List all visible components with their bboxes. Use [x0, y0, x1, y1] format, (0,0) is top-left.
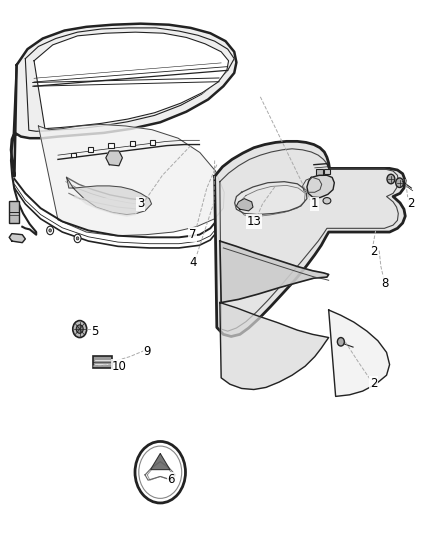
- Circle shape: [387, 174, 395, 184]
- Circle shape: [47, 226, 53, 235]
- Text: 1: 1: [311, 197, 318, 211]
- Ellipse shape: [323, 198, 331, 204]
- Text: 9: 9: [143, 345, 151, 358]
- Text: 2: 2: [370, 245, 377, 258]
- Polygon shape: [237, 199, 253, 211]
- Bar: [130, 141, 135, 146]
- Text: 3: 3: [137, 197, 145, 211]
- Polygon shape: [106, 151, 122, 166]
- Polygon shape: [215, 141, 405, 336]
- Bar: [9, 201, 19, 223]
- Text: 13: 13: [247, 215, 261, 228]
- Circle shape: [76, 325, 83, 333]
- Bar: [71, 152, 76, 157]
- Text: 2: 2: [370, 377, 377, 390]
- Bar: [317, 169, 323, 175]
- Bar: [150, 140, 155, 144]
- Polygon shape: [74, 195, 140, 216]
- Bar: [109, 143, 114, 148]
- Circle shape: [396, 178, 403, 188]
- Polygon shape: [11, 23, 237, 176]
- Polygon shape: [39, 124, 224, 236]
- Polygon shape: [9, 233, 25, 243]
- Polygon shape: [220, 241, 328, 303]
- Polygon shape: [220, 303, 328, 390]
- Bar: [93, 356, 112, 368]
- Text: 8: 8: [381, 277, 389, 290]
- Polygon shape: [235, 182, 307, 215]
- Text: 7: 7: [189, 228, 197, 241]
- Polygon shape: [34, 32, 229, 128]
- Polygon shape: [307, 175, 334, 198]
- Circle shape: [74, 234, 81, 243]
- Polygon shape: [151, 454, 170, 470]
- Text: 5: 5: [91, 325, 99, 338]
- Text: 4: 4: [189, 256, 197, 269]
- Polygon shape: [328, 310, 390, 397]
- Circle shape: [337, 337, 344, 346]
- Text: 10: 10: [111, 360, 126, 373]
- Bar: [324, 169, 330, 174]
- Circle shape: [49, 229, 51, 232]
- Text: 2: 2: [407, 197, 414, 211]
- Text: 6: 6: [167, 473, 175, 486]
- Circle shape: [135, 441, 185, 503]
- Circle shape: [73, 320, 87, 337]
- Circle shape: [76, 237, 79, 240]
- Bar: [88, 147, 93, 152]
- Polygon shape: [67, 177, 152, 215]
